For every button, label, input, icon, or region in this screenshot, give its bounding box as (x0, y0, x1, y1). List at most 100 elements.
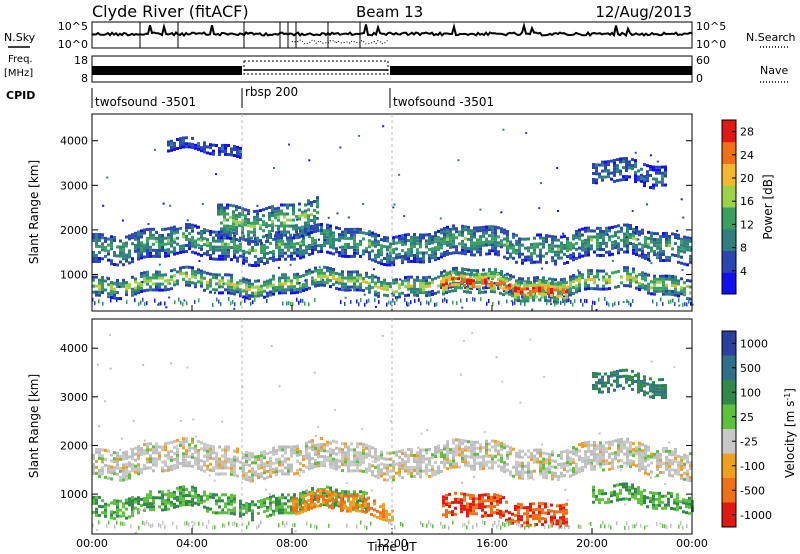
heatmap-cell (437, 284, 440, 288)
heatmap-cell (380, 462, 383, 466)
heatmap-cell (101, 288, 104, 291)
heatmap-cell (497, 241, 500, 245)
heatmap-cell (326, 278, 329, 282)
heatmap-cell (662, 250, 665, 253)
heatmap-cell (227, 242, 230, 246)
heatmap-cell (581, 239, 584, 243)
heatmap-cell (659, 277, 662, 281)
heatmap-cell (283, 215, 286, 219)
heatmap-cell (596, 444, 599, 448)
heatmap-cell (359, 496, 362, 500)
heatmap-cell (173, 463, 176, 467)
heatmap-cell (244, 208, 247, 212)
heatmap-cell (446, 240, 449, 244)
heatmap-cell (110, 281, 113, 284)
heatmap-cell (191, 500, 194, 504)
heatmap-cell (566, 237, 569, 240)
heatmap-cell (404, 276, 407, 280)
heatmap-cell (289, 233, 292, 237)
heatmap-cell (677, 279, 680, 283)
heatmap-cell (587, 458, 590, 462)
heatmap-cell (517, 296, 520, 300)
heatmap-cell (407, 251, 410, 255)
heatmap-cell (482, 268, 485, 272)
heatmap-cell (460, 298, 462, 303)
heatmap-cell (485, 243, 488, 247)
heatmap-cell (263, 280, 266, 284)
heatmap-cell (472, 297, 474, 302)
heatmap-cell (461, 460, 464, 463)
heatmap-cell (173, 283, 176, 287)
heatmap-cell (253, 215, 256, 219)
heatmap-cell (469, 291, 472, 294)
heatmap-cell (665, 231, 668, 235)
heatmap-cell (422, 233, 425, 237)
heatmap-cell (229, 227, 232, 231)
heatmap-cell (302, 470, 305, 473)
heatmap-cell (500, 453, 503, 457)
heatmap-cell (422, 279, 425, 283)
heatmap-cell (419, 285, 422, 289)
heatmap-cell (650, 240, 653, 244)
heatmap-cell (347, 285, 350, 289)
heatmap-cell (299, 247, 302, 250)
heatmap-cell (191, 485, 194, 489)
heatmap-cell (201, 238, 204, 241)
heatmap-cell (599, 444, 602, 448)
heatmap-cell (368, 275, 371, 279)
heatmap-cell (167, 287, 170, 291)
heatmap-cell (338, 465, 341, 469)
heatmap-cell (293, 257, 296, 261)
heatmap-cell (149, 254, 152, 258)
heatmap-cell (119, 508, 122, 512)
heatmap-cell (98, 233, 101, 236)
heatmap-cell (320, 455, 323, 458)
heatmap-cell (364, 510, 367, 514)
heatmap-cell (269, 256, 272, 260)
heatmap-cell (215, 239, 218, 243)
heatmap-cell (104, 236, 107, 240)
heatmap-cell (566, 470, 569, 473)
heatmap-cell (683, 250, 686, 254)
heatmap-cell (209, 278, 212, 282)
heatmap-cell (620, 275, 623, 279)
heatmap-cell (300, 298, 302, 303)
heatmap-cell (143, 280, 146, 284)
heatmap-cell (425, 448, 428, 452)
heatmap-cell (302, 249, 305, 253)
heatmap-cell (476, 278, 479, 282)
heatmap-cell (452, 236, 455, 240)
heatmap-cell (335, 464, 338, 468)
heatmap-cell (134, 237, 137, 241)
heatmap-cell (167, 456, 170, 460)
heatmap-cell (499, 282, 502, 286)
heatmap-cell (442, 289, 445, 293)
heatmap-cell (185, 265, 188, 269)
heatmap-cell (232, 222, 235, 226)
heatmap-cell (310, 497, 313, 501)
heatmap-cell (92, 495, 95, 499)
heatmap-cell (500, 227, 503, 231)
heatmap-cell (437, 468, 440, 472)
heatmap-cell (644, 465, 647, 469)
heatmap-cell (102, 301, 104, 306)
heatmap-cell (659, 459, 662, 462)
heatmap-cell (443, 459, 446, 463)
heatmap-cell (521, 292, 524, 296)
heatmap-cell (251, 264, 254, 267)
heatmap-cell (401, 467, 404, 471)
heatmap-cell (215, 144, 218, 147)
heatmap-cell (209, 230, 212, 233)
heatmap-cell (578, 234, 581, 238)
heatmap-cell (563, 468, 566, 472)
heatmap-cell (185, 461, 188, 465)
heatmap-cell (257, 473, 260, 476)
heatmap-cell (302, 237, 305, 241)
heatmap-cell (608, 235, 611, 239)
heatmap-cell (488, 460, 491, 464)
heatmap-cell (263, 262, 266, 265)
heatmap-cell (440, 271, 443, 275)
heatmap-cell (226, 233, 229, 237)
heatmap-cell (550, 287, 553, 291)
heatmap-cell (634, 174, 637, 178)
